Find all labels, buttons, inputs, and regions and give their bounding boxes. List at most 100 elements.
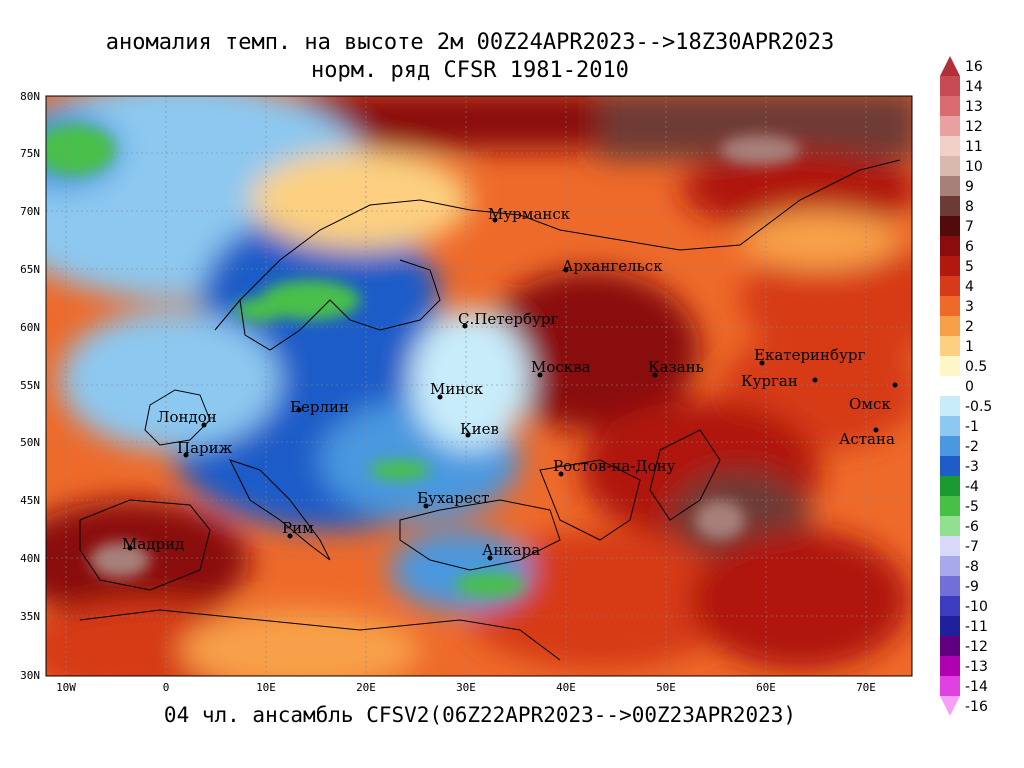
colorbar-label: 0.5: [965, 359, 987, 375]
colorbar-label: 8: [965, 199, 974, 215]
colorbar-swatch: [940, 476, 960, 497]
colorbar-label: -0.5: [965, 399, 992, 415]
city-label-minsk: Минск: [430, 380, 484, 398]
lon-label: 0: [163, 681, 170, 694]
lat-label: 50N: [20, 436, 40, 449]
colorbar-label: 16: [965, 59, 983, 75]
lat-label: 60N: [20, 321, 40, 334]
city-dot-moscow: [537, 372, 543, 378]
lon-label: 10E: [256, 681, 276, 694]
lon-label: 10W: [56, 681, 76, 694]
city-label-madrid: Мадрид: [122, 535, 184, 553]
ensemble-caption: 04 чл. ансамбль CFSV2(06Z22APR2023-->00Z…: [163, 703, 797, 727]
city-label-london: Лондон: [157, 408, 217, 426]
colorbar-label: 4: [965, 279, 974, 295]
colorbar-swatch: [940, 336, 960, 357]
city-dot-rome: [287, 533, 293, 539]
colorbar-label: 5: [965, 259, 974, 275]
colorbar-swatch: [940, 96, 960, 117]
colorbar-swatch: [940, 376, 960, 397]
colorbar-label: 7: [965, 219, 974, 235]
city-dot-bucharest: [423, 503, 429, 509]
colorbar-label: 12: [965, 119, 983, 135]
colorbar-label: -5: [965, 499, 979, 515]
colorbar-label: 1: [965, 339, 974, 355]
city-dot-ankara: [487, 555, 493, 561]
lat-label: 30N: [20, 669, 40, 682]
lon-label: 50E: [656, 681, 676, 694]
map-frame: [45, 95, 913, 677]
colorbar-label: -12: [965, 639, 988, 655]
lon-label: 70E: [856, 681, 876, 694]
colorbar-label: 9: [965, 179, 974, 195]
colorbar-label: -1: [965, 419, 979, 435]
colorbar-swatch: [940, 316, 960, 337]
lon-label: 40E: [556, 681, 576, 694]
city-dot-omsk: [892, 382, 898, 388]
colorbar-swatch: [940, 396, 960, 417]
lon-label: 60E: [756, 681, 776, 694]
colorbar-label: -16: [965, 699, 988, 715]
city-dot-yekaterinburg: [759, 360, 765, 366]
map-title-line-1: аномалия темп. на высоте 2м 00Z24APR2023…: [105, 30, 835, 55]
city-dot-kurgan: [812, 377, 818, 383]
colorbar-swatch: [940, 596, 960, 617]
city-label-arkhangelsk: Архангельск: [562, 257, 663, 275]
colorbar-label: -11: [965, 619, 988, 635]
anomaly-field: [46, 96, 912, 676]
lat-label: 75N: [20, 147, 40, 160]
city-markers: Мурманск Архангельск С.Петербург Москва …: [122, 205, 898, 561]
grid-lines: [46, 96, 912, 676]
lat-label: 70N: [20, 205, 40, 218]
colorbar-swatch: [940, 176, 960, 197]
colorbar-label: 6: [965, 239, 974, 255]
city-label-kyiv: Киев: [460, 420, 499, 438]
city-dot-kazan: [652, 372, 658, 378]
colorbar-swatch: [940, 656, 960, 677]
city-dot-rostov: [558, 471, 564, 477]
colorbar-label: 14: [965, 79, 983, 95]
colorbar-label: 11: [965, 139, 983, 155]
map-title-line-2: норм. ряд CFSR 1981-2010: [311, 58, 629, 83]
colorbar-label: 0: [965, 379, 974, 395]
city-label-paris: Париж: [177, 439, 233, 457]
colorbar-swatch: [940, 456, 960, 477]
colorbar-label: -10: [965, 599, 988, 615]
city-dot-st-petersburg: [462, 323, 468, 329]
city-dot-minsk: [437, 394, 443, 400]
city-label-bucharest: Бухарест: [417, 489, 489, 507]
colorbar-swatch: [940, 556, 960, 577]
city-label-ankara: Анкара: [482, 541, 540, 559]
colorbar-swatch: [940, 576, 960, 597]
colorbar-label: 13: [965, 99, 983, 115]
colorbar-swatch: [940, 416, 960, 437]
colorbar-swatch: [940, 196, 960, 217]
colorbar-swatch: [940, 516, 960, 537]
city-dot-paris: [183, 452, 189, 458]
city-label-st-petersburg: С.Петербург: [458, 310, 558, 328]
lat-label: 40N: [20, 552, 40, 565]
colorbar-swatch: [940, 216, 960, 237]
city-label-rostov: Ростов-на-Дону: [553, 457, 676, 475]
colorbar-swatch: [940, 256, 960, 277]
lat-label: 35N: [20, 610, 40, 623]
lon-label: 20E: [356, 681, 376, 694]
lat-label: 65N: [20, 263, 40, 276]
colorbar-swatch: [940, 696, 960, 716]
colorbar-label: -13: [965, 659, 988, 675]
colorbar-label: 10: [965, 159, 983, 175]
city-label-murmansk: Мурманск: [488, 205, 571, 223]
colorbar-label: -8: [965, 559, 979, 575]
city-dot-arkhangelsk: [563, 267, 569, 273]
colorbar-label: -3: [965, 459, 979, 475]
city-label-kurgan: Курган: [741, 372, 798, 390]
city-dot-kyiv: [465, 432, 471, 438]
colorbar: 16 14 13 12 11 10 9 8 7 6 5 4 3 2 1 0.5 0 -0.5 -1 -2 -3 -4 -5 -…: [940, 56, 992, 716]
colorbar-swatch: [940, 236, 960, 257]
colorbar-label: -4: [965, 479, 979, 495]
colorbar-label: -6: [965, 519, 979, 535]
lat-label: 80N: [20, 90, 40, 103]
latitude-axis: 80N 75N 70N 65N 60N 55N 50N 45N 40N 35N …: [20, 90, 40, 682]
colorbar-swatch: [940, 636, 960, 657]
